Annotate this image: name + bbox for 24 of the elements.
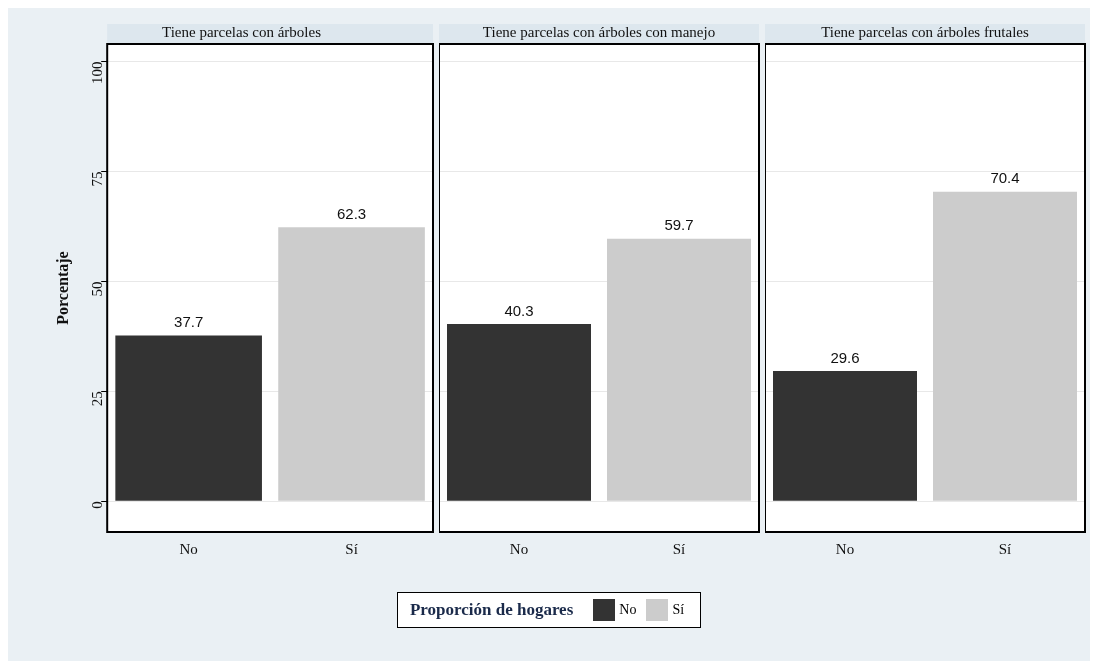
y-tick-label: 0 (89, 501, 106, 509)
data-label: 40.3 (504, 301, 534, 319)
legend-label: No (619, 602, 637, 618)
x-tick-label: Sí (998, 540, 1012, 557)
chart-title: Tiene parcelas con árboles frutales (821, 23, 1030, 40)
y-axis-title: Porcentaje (53, 251, 72, 325)
x-tick-label: No (179, 540, 198, 557)
data-label: 62.3 (336, 204, 367, 222)
x-tick-label: No (835, 540, 855, 557)
x-tick-label: Sí (345, 540, 358, 557)
data-label: 59.7 (664, 216, 694, 234)
y-tick-label: 75 (89, 171, 106, 187)
y-tick-label: 25 (89, 391, 106, 407)
data-label: 70.4 (990, 169, 1020, 187)
y-tick-label: 100 (89, 61, 106, 85)
x-tick-label: No (509, 540, 529, 557)
data-label: 29.6 (830, 348, 860, 366)
legend-title: Proporción de hogares (409, 600, 574, 620)
x-tick-label: Sí (672, 540, 686, 557)
legend-label: Sí (672, 602, 685, 618)
y-tick-label: 50 (89, 281, 106, 297)
chart-title: Tiene parcelas con árboles (162, 23, 322, 40)
data-label: 37.7 (174, 313, 204, 331)
chart-title: Tiene parcelas con árboles con manejo (482, 23, 716, 40)
